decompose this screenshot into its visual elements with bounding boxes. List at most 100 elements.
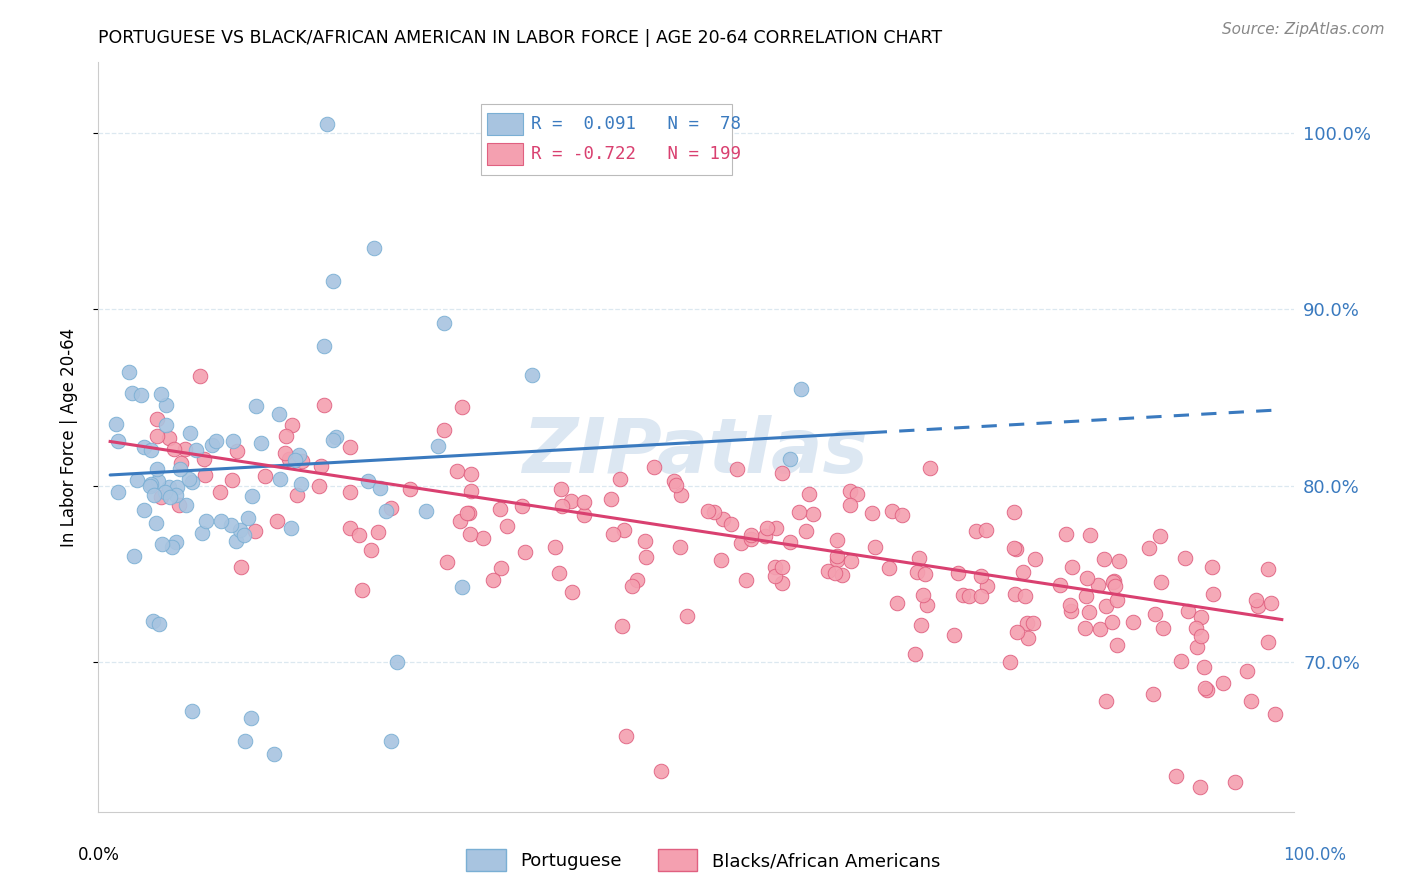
Point: [209, 514, 232, 528]
Point: [1011, 565, 1033, 579]
Point: [918, 461, 941, 475]
Point: [770, 560, 793, 574]
Point: [827, 553, 849, 567]
Point: [1236, 664, 1258, 678]
Point: [339, 484, 361, 499]
Point: [1149, 529, 1171, 543]
Point: [613, 523, 636, 537]
Point: [1223, 774, 1246, 789]
Point: [163, 442, 186, 457]
Point: [240, 489, 263, 503]
Point: [316, 117, 339, 131]
Point: [233, 734, 256, 748]
Point: [325, 430, 347, 444]
Point: [360, 543, 382, 558]
Point: [166, 480, 188, 494]
Point: [225, 534, 247, 549]
Point: [1108, 554, 1130, 568]
Point: [1264, 707, 1286, 722]
Point: [1094, 599, 1116, 614]
Point: [238, 511, 260, 525]
Point: [124, 549, 146, 563]
Text: PORTUGUESE VS BLACK/AFRICAN AMERICAN IN LABOR FORCE | AGE 20-64 CORRELATION CHAR: PORTUGUESE VS BLACK/AFRICAN AMERICAN IN …: [98, 29, 942, 47]
Point: [948, 566, 970, 580]
Point: [765, 521, 787, 535]
Point: [245, 524, 267, 538]
Point: [1107, 593, 1129, 607]
Point: [720, 517, 742, 532]
Point: [254, 468, 277, 483]
Point: [770, 466, 793, 480]
Point: [1095, 693, 1118, 707]
Point: [676, 608, 699, 623]
Point: [239, 711, 262, 725]
Point: [1189, 610, 1212, 624]
Point: [1022, 615, 1045, 630]
Point: [150, 491, 173, 505]
Point: [472, 531, 495, 545]
Point: [456, 506, 478, 520]
Point: [1188, 780, 1211, 794]
Point: [194, 467, 217, 482]
Point: [380, 734, 402, 748]
Point: [284, 453, 307, 467]
Point: [734, 573, 756, 587]
Point: [427, 439, 450, 453]
FancyBboxPatch shape: [486, 143, 523, 165]
Point: [322, 434, 344, 448]
Point: [496, 519, 519, 533]
Point: [1059, 598, 1081, 612]
Point: [1004, 587, 1026, 601]
Point: [225, 444, 247, 458]
Point: [1060, 604, 1083, 618]
Point: [544, 540, 567, 554]
Point: [905, 565, 928, 579]
Y-axis label: In Labor Force | Age 20-64: In Labor Force | Age 20-64: [59, 327, 77, 547]
Point: [976, 579, 998, 593]
Point: [1152, 621, 1174, 635]
Point: [121, 385, 143, 400]
Point: [890, 508, 912, 522]
Point: [232, 527, 254, 541]
Point: [970, 569, 993, 583]
Point: [510, 499, 533, 513]
Point: [1257, 562, 1279, 576]
Point: [600, 491, 623, 506]
Point: [794, 524, 817, 538]
Point: [1074, 589, 1097, 603]
Point: [1260, 596, 1282, 610]
Point: [148, 617, 170, 632]
Point: [998, 656, 1021, 670]
Point: [550, 482, 572, 496]
Point: [650, 764, 672, 779]
Point: [912, 588, 935, 602]
Point: [860, 507, 883, 521]
Point: [1170, 654, 1192, 668]
Point: [276, 429, 298, 443]
Point: [838, 498, 860, 512]
Point: [132, 503, 155, 517]
Point: [160, 540, 183, 554]
Point: [176, 498, 198, 512]
Point: [1166, 769, 1188, 783]
Point: [368, 481, 391, 495]
Point: [385, 655, 409, 669]
Point: [817, 564, 839, 578]
Point: [308, 479, 330, 493]
Point: [1102, 574, 1125, 588]
Point: [1077, 605, 1099, 619]
Point: [1247, 599, 1270, 614]
Point: [129, 388, 152, 402]
Point: [965, 524, 987, 539]
Text: 0.0%: 0.0%: [77, 846, 120, 863]
Point: [290, 476, 312, 491]
Point: [363, 241, 385, 255]
Point: [152, 536, 174, 550]
Point: [155, 418, 177, 433]
Point: [1137, 541, 1160, 555]
Point: [1017, 631, 1039, 645]
Text: R =  0.091   N =  78: R = 0.091 N = 78: [531, 115, 741, 133]
Point: [312, 398, 335, 412]
Point: [609, 472, 631, 486]
Point: [626, 573, 648, 587]
